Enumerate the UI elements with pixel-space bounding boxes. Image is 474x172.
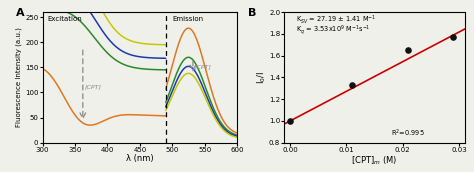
Text: B: B <box>248 8 257 18</box>
Y-axis label: I$_0$/I: I$_0$/I <box>255 71 268 84</box>
X-axis label: λ (nm): λ (nm) <box>126 154 154 163</box>
Text: [CPT]: [CPT] <box>195 64 212 69</box>
Text: Excitation: Excitation <box>48 16 82 22</box>
Text: K$_q$ = 3.53x10$^9$ M$^{-1}$s$^{-1}$: K$_q$ = 3.53x10$^9$ M$^{-1}$s$^{-1}$ <box>296 23 370 37</box>
Point <box>404 49 412 52</box>
Point <box>286 120 294 122</box>
Text: [CPT]: [CPT] <box>85 84 102 89</box>
Point <box>348 84 356 86</box>
Text: K$_{SV}$ = 27.19 ± 1.41 M$^{-1}$: K$_{SV}$ = 27.19 ± 1.41 M$^{-1}$ <box>296 13 376 26</box>
Text: Emission: Emission <box>172 16 203 22</box>
X-axis label: [CPT]$_m$ (M): [CPT]$_m$ (M) <box>351 154 398 167</box>
Point <box>449 36 457 39</box>
Text: A: A <box>16 8 24 18</box>
Y-axis label: Fluorescence Intensity (a.u.): Fluorescence Intensity (a.u.) <box>16 28 22 127</box>
Text: R$^2$=0.995: R$^2$=0.995 <box>392 128 425 139</box>
